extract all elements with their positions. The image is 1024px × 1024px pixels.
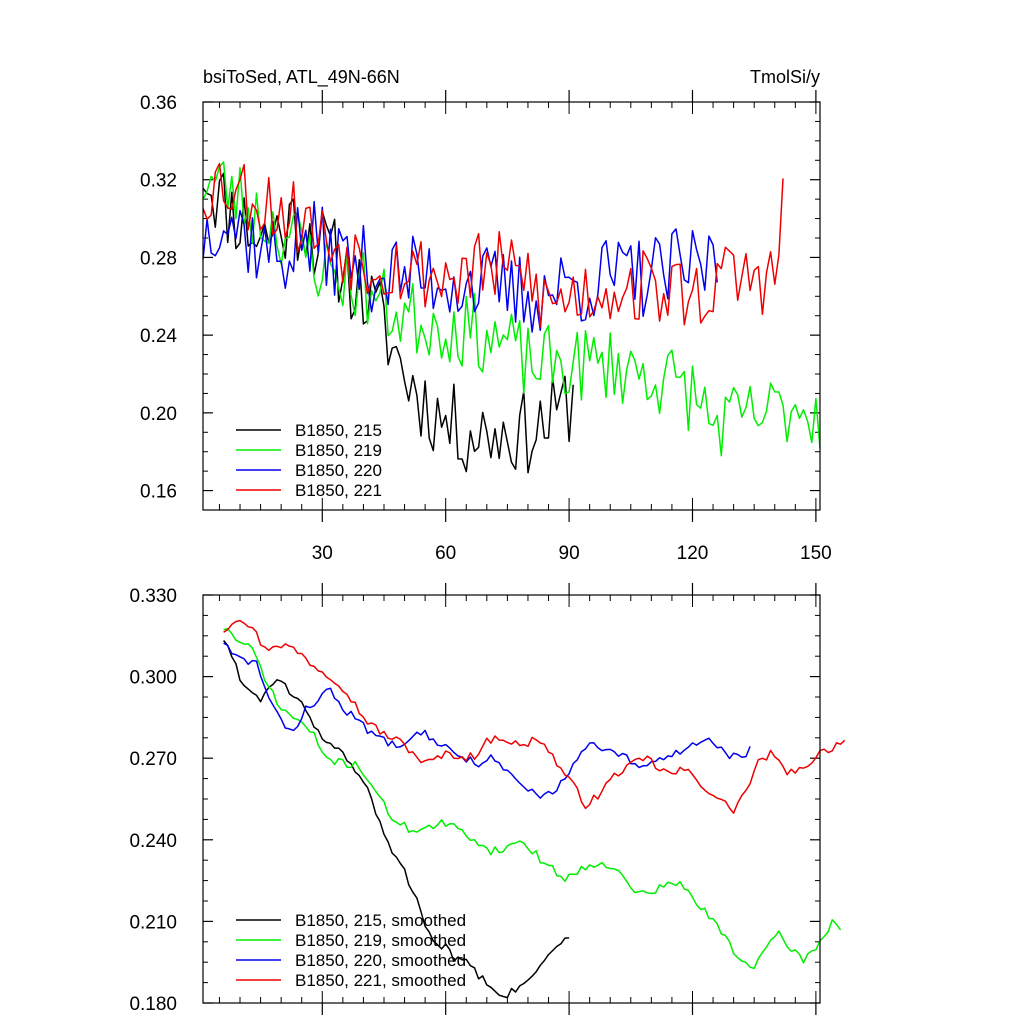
series-line-4 bbox=[202, 162, 784, 328]
y-tick-label: 0.240 bbox=[129, 831, 177, 852]
y-tick-label: 0.32 bbox=[140, 171, 177, 192]
series-line-1 bbox=[223, 640, 570, 999]
series-line-4 bbox=[223, 619, 846, 814]
top-axis-ticks: 0.16 0.20 0.24 0.28 0.32 0.36 30 60 90 120 150 bbox=[140, 90, 832, 564]
x-tick-label: 30 bbox=[312, 543, 333, 564]
legend-label: B1850, 221 bbox=[295, 481, 382, 500]
y-tick-label: 0.330 bbox=[129, 586, 177, 607]
legend-label: B1850, 220, smoothed bbox=[295, 951, 466, 970]
x-tick-label: 90 bbox=[559, 543, 580, 564]
series-line-2 bbox=[202, 161, 821, 457]
y-tick-label: 0.300 bbox=[129, 668, 177, 689]
y-tick-label: 0.24 bbox=[140, 326, 177, 347]
y-tick-label: 0.28 bbox=[140, 248, 177, 269]
chart-title: bsiToSed, ATL_49N-66N bbox=[203, 67, 400, 88]
legend-label: B1850, 220 bbox=[295, 461, 382, 480]
x-tick-label: 120 bbox=[677, 543, 709, 564]
x-tick-label: 150 bbox=[800, 543, 832, 564]
bottom-series-lines bbox=[223, 619, 846, 999]
y-tick-label: 0.210 bbox=[129, 912, 177, 933]
bottom-axis-ticks: 0.180 0.210 0.240 0.270 0.300 0.330 bbox=[129, 583, 820, 1015]
series-line-3 bbox=[202, 200, 718, 333]
y-tick-label: 0.20 bbox=[140, 404, 177, 425]
chart-units: TmolSi/y bbox=[750, 67, 820, 87]
bottom-plot-frame bbox=[202, 594, 821, 1004]
bottom-panel: 0.180 0.210 0.240 0.270 0.300 0.330 B1850, 21… bbox=[129, 583, 846, 1015]
legend-label: B1850, 215, smoothed bbox=[295, 911, 466, 930]
legend-label: B1850, 219, smoothed bbox=[295, 931, 466, 950]
series-line-3 bbox=[223, 642, 751, 799]
top-panel: bsiToSed, ATL_49N-66N TmolSi/y 0.160.200… bbox=[140, 67, 832, 564]
y-tick-label: 0.36 bbox=[140, 93, 177, 114]
top-plot-frame bbox=[202, 101, 821, 511]
top-series-lines bbox=[202, 161, 821, 474]
legend-label: B1850, 219 bbox=[295, 441, 382, 460]
legend-label: B1850, 215 bbox=[295, 421, 382, 440]
y-tick-label: 0.270 bbox=[129, 749, 177, 770]
y-tick-label: 0.16 bbox=[140, 482, 177, 503]
y-tick-label: 0.180 bbox=[129, 994, 177, 1015]
series-line-2 bbox=[223, 627, 842, 970]
legend-label: B1850, 221, smoothed bbox=[295, 971, 466, 990]
x-tick-label: 60 bbox=[435, 543, 456, 564]
